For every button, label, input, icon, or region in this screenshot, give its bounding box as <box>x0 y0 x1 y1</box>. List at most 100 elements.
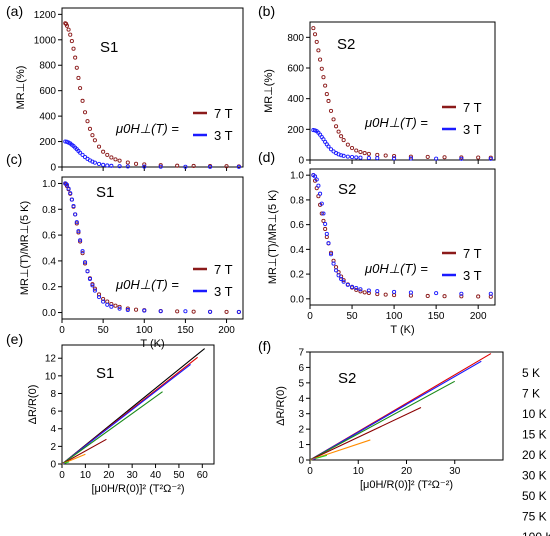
legend-label: 7 T <box>463 246 482 261</box>
series-3-T <box>63 181 241 314</box>
y-tick-label: 0.4 <box>290 245 304 256</box>
legend-item: 30 K <box>522 469 547 483</box>
y-tick-label: 2 <box>50 442 56 453</box>
data-point <box>125 306 130 311</box>
data-point <box>392 153 397 159</box>
sample-label: S1 <box>96 184 114 201</box>
panel-e: (e) S1 0 2 4 6 8 10 12 0 10 20 30 40 50 60 ΔR/R(0) [μ0H/R… <box>6 331 215 495</box>
data-point <box>105 163 110 168</box>
data-point <box>341 279 346 284</box>
y-tick-label: 4 <box>298 394 304 405</box>
data-point <box>336 129 341 134</box>
data-point <box>71 203 76 209</box>
data-point <box>434 291 439 296</box>
y-axis-label: MR⊥(%) <box>263 69 275 113</box>
data-point <box>175 309 180 314</box>
data-point <box>125 164 130 169</box>
temperature-legend: 5 K 7 K 10 K 15 K 20 K 30 K 50 K 75 K 100 K <box>522 366 550 536</box>
y-tick-label: 1.0 <box>290 171 304 182</box>
data-point <box>488 291 493 296</box>
data-point <box>331 117 336 122</box>
data-point <box>85 269 90 274</box>
data-point <box>117 306 122 311</box>
data-point <box>90 133 95 138</box>
data-point <box>208 164 213 169</box>
data-point <box>334 265 339 270</box>
data-point <box>80 251 85 256</box>
data-point <box>74 221 79 226</box>
y-tick-label: 2 <box>298 425 304 436</box>
data-point <box>68 32 73 37</box>
y-tick-label: 0.0 <box>42 308 56 319</box>
y-tick-label: 0.0 <box>290 294 304 305</box>
x-tick-label: 200 <box>470 311 487 322</box>
data-point <box>321 75 326 80</box>
data-point <box>90 283 95 288</box>
data-point <box>408 154 413 159</box>
legend-item: 20 K <box>522 448 547 462</box>
data-point <box>488 156 493 161</box>
data-point <box>69 197 74 202</box>
data-point <box>459 291 464 296</box>
series-line <box>61 438 107 465</box>
data-point <box>69 39 74 44</box>
series-3-T <box>311 128 493 161</box>
series-line <box>61 363 191 465</box>
y-tick-label: 4 <box>50 424 56 435</box>
data-point <box>324 231 329 236</box>
panel-c: (c) S1 0.0 0.2 0.4 0.6 0.8 1.0 0 50 100 150 200 MR⊥(T… <box>6 151 244 350</box>
data-point <box>73 212 78 217</box>
data-point <box>349 145 355 151</box>
series-7-T <box>311 26 493 160</box>
data-point <box>312 32 318 37</box>
panel-b: (b) S2 0 200 400 600 800 MR⊥(%) μ0H⊥(T) = 7 T 3 T <box>258 3 496 167</box>
data-point <box>408 156 413 161</box>
data-point <box>158 309 163 314</box>
panel-label: (e) <box>6 331 23 347</box>
data-point <box>408 290 413 295</box>
x-tick-label: 30 <box>449 466 461 477</box>
data-point <box>109 163 114 168</box>
data-point <box>476 155 481 160</box>
data-point <box>349 284 355 289</box>
data-point <box>82 260 88 265</box>
data-point <box>78 86 83 91</box>
data-point <box>383 153 388 158</box>
panel-f: (f) S2 0 1 2 3 4 5 6 7 0 10 20 30 ΔR/R(0) [μ0H/R(0)]² (… <box>258 338 504 491</box>
x-tick-label: 10 <box>353 466 365 477</box>
data-point <box>133 307 139 312</box>
y-tick-label: 0 <box>50 163 56 174</box>
x-tick-label: 40 <box>150 470 162 481</box>
data-point <box>183 309 188 314</box>
y-tick-label: 0 <box>298 456 304 467</box>
data-point <box>133 161 139 166</box>
data-point <box>314 177 319 182</box>
series-10-K <box>61 363 191 465</box>
data-point <box>96 161 102 166</box>
y-tick-label: 400 <box>287 94 304 105</box>
data-point <box>105 302 110 307</box>
legend-label: 3 T <box>214 128 233 143</box>
series-10-K <box>309 360 482 461</box>
data-point <box>476 294 481 299</box>
y-tick-label: 800 <box>39 61 56 72</box>
y-tick-label: 0.2 <box>290 270 304 281</box>
series-7-T <box>63 21 241 169</box>
y-tick-label: 12 <box>45 354 57 365</box>
data-point <box>383 292 388 297</box>
data-point <box>358 289 363 294</box>
y-tick-label: 6 <box>50 407 56 418</box>
legend-label: 7 T <box>214 262 233 277</box>
data-point <box>101 149 106 154</box>
data-point <box>80 152 85 157</box>
data-point <box>64 21 69 26</box>
x-tick-label: 0 <box>307 311 313 322</box>
data-point <box>318 191 323 196</box>
data-point <box>142 164 147 169</box>
y-tick-label: 0.2 <box>42 282 56 293</box>
data-point <box>96 144 102 149</box>
x-tick-label: 100 <box>386 311 403 322</box>
data-point <box>362 151 367 156</box>
data-point <box>326 98 331 104</box>
x-tick-label: 150 <box>177 325 194 336</box>
